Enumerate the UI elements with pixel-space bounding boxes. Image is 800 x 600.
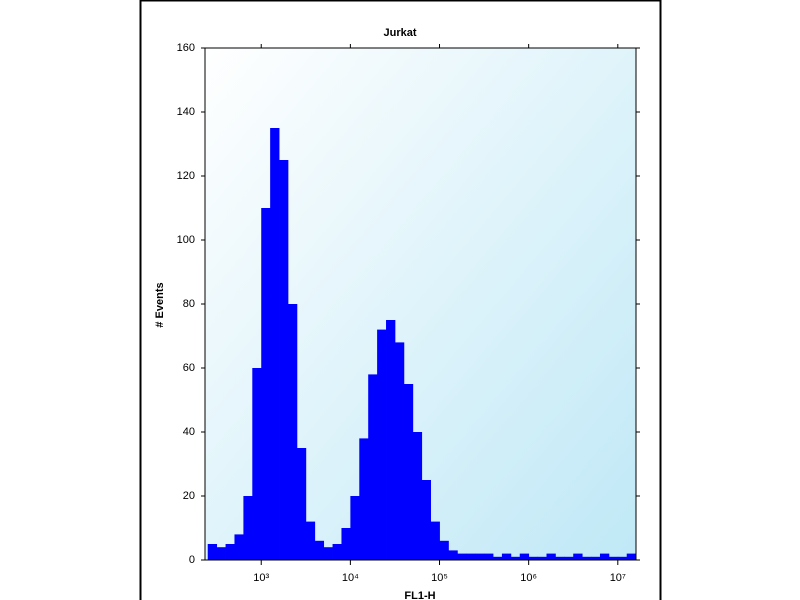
y-tick-label: 120 [177,170,195,182]
y-axis-title: # Events [154,282,166,327]
bar [216,547,226,560]
y-tick-label: 20 [183,490,195,502]
y-tick-label: 140 [177,106,195,118]
bar [234,534,244,560]
bar [582,556,592,560]
bar [305,521,316,560]
bar [510,556,521,560]
bar [430,521,440,560]
bar [332,544,342,560]
bar [626,553,637,560]
bar [323,547,333,560]
bar [564,556,574,560]
bar [243,496,253,560]
bar [599,553,610,560]
x-tick-label: 10⁴ [342,572,359,584]
plot-border [204,47,637,561]
bar [261,208,271,560]
bar [270,128,280,560]
x-tick-label: 10³ [253,572,269,584]
bar [412,432,423,560]
y-tick-label: 60 [183,362,195,374]
bar [252,368,262,560]
bar [359,438,369,560]
bar [555,556,565,560]
bar [608,556,619,560]
bar [484,553,494,560]
y-tick-label: 100 [177,234,195,246]
bar [341,528,351,560]
bar [421,480,432,560]
bar [537,556,547,560]
bar [279,160,289,560]
bar [493,556,503,560]
bar [457,553,467,560]
bar [617,556,628,560]
bar [296,448,307,560]
x-tick-label: 10⁶ [520,572,537,584]
bar [394,342,405,560]
bar [448,550,458,560]
bar [466,553,476,560]
y-tick-label: 40 [183,426,195,438]
bar [501,553,512,560]
bar [207,544,218,560]
bar [591,556,601,560]
x-tick-label: 10⁷ [610,572,626,584]
bar [314,540,325,560]
y-tick-label: 0 [189,554,195,566]
bar [475,553,485,560]
bar [439,540,449,560]
bar [225,544,235,560]
bar [350,496,360,560]
chart-title: Jurkat [383,27,416,39]
y-tick-label: 160 [177,42,195,54]
bar [528,556,538,560]
x-axis-title: FL1-H [404,590,435,600]
bar [546,553,556,560]
bar [519,553,530,560]
x-tick-label: 10⁵ [431,572,448,584]
bar [403,384,414,560]
y-tick-label: 80 [183,298,195,310]
bar [573,553,583,560]
bar [287,304,298,560]
bar [368,374,378,560]
bar [377,329,387,560]
bar [386,320,396,560]
